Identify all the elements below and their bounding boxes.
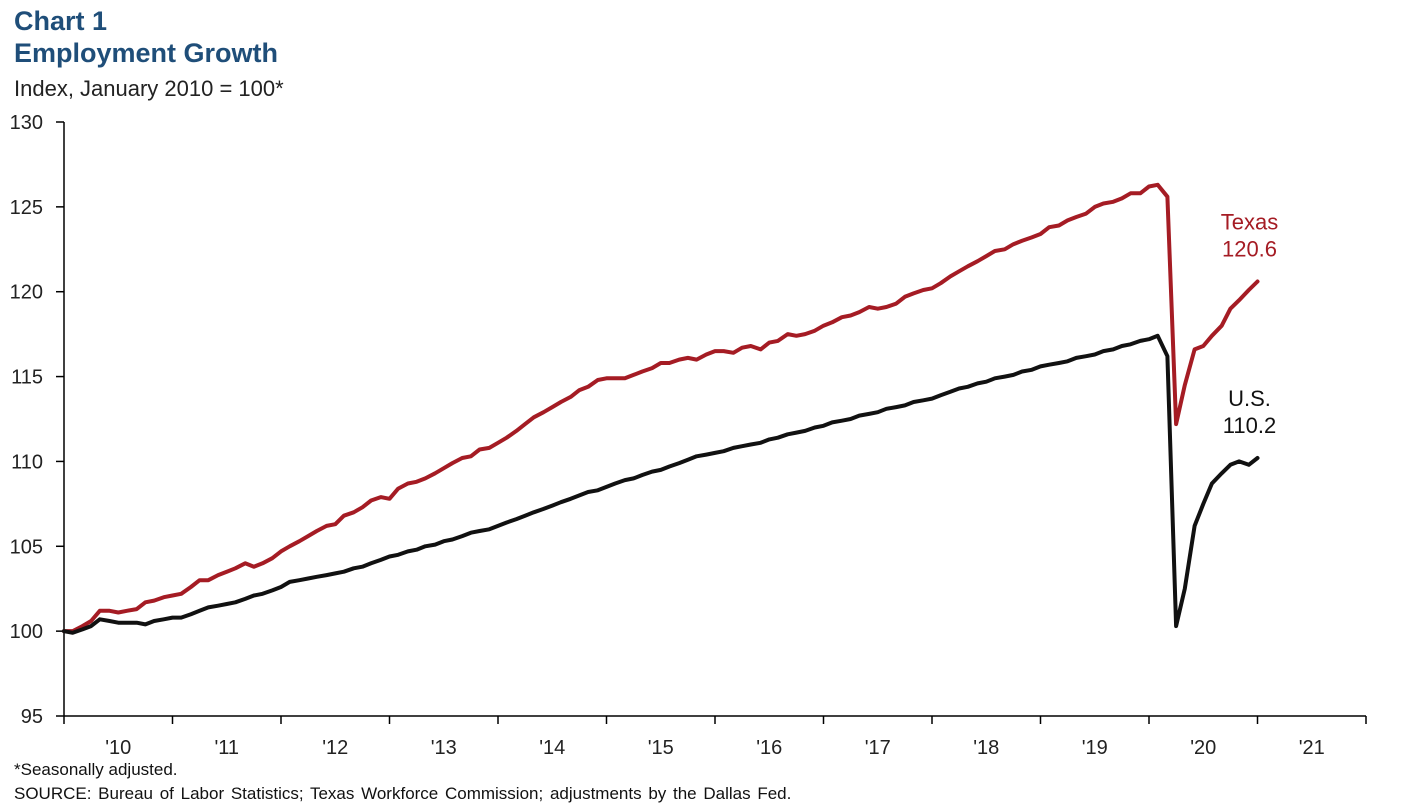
x-axis: '10 '11 '12 '13 '14 '15 '16 '17 '18 '19 '20 '21 [63,715,1367,759]
x-tick-label: '12 [322,737,348,759]
y-tick-label: 120 [10,282,43,304]
series-layer [62,182,1260,635]
y-tick-label: 105 [10,536,43,558]
chart-title: Employment Growth [14,38,279,68]
footnote: *Seasonally adjusted. [14,760,178,779]
y-tick-label: 95 [21,706,43,728]
x-tick-label: '10 [105,737,131,759]
x-tick-label: '16 [756,737,782,759]
y-tick-label: 110 [11,451,43,473]
series-label-texas: Texas [1221,210,1278,235]
chart-number: Chart 1 [14,6,108,36]
series-line-u-s [62,333,1260,635]
y-tick-label: 115 [11,367,43,389]
series-line-texas [62,182,1260,634]
x-tick-label: '13 [431,737,457,759]
x-tick-label: '19 [1082,737,1108,759]
x-tick-label: '17 [865,737,891,759]
y-tick-label: 100 [10,621,43,643]
chart-subtitle: Index, January 2010 = 100* [14,76,284,101]
x-tick-label: '18 [973,737,999,759]
series-end-value-texas: 120.6 [1222,237,1277,262]
series-label-u-s: U.S. [1228,386,1271,411]
y-tick-label: 125 [10,197,43,219]
x-tick-label: '21 [1299,737,1325,759]
y-tick-label: 130 [10,112,43,134]
x-tick-label: '14 [539,737,565,759]
series-end-value-u-s: 110.2 [1223,413,1276,438]
x-tick-label: '15 [648,737,674,759]
y-axis: 95 100 105 110 115 120 125 130 [10,112,65,728]
x-tick-label: '11 [214,737,239,759]
source-note: SOURCE: Bureau of Labor Statistics; Texa… [14,784,792,803]
x-tick-label: '20 [1190,737,1216,759]
